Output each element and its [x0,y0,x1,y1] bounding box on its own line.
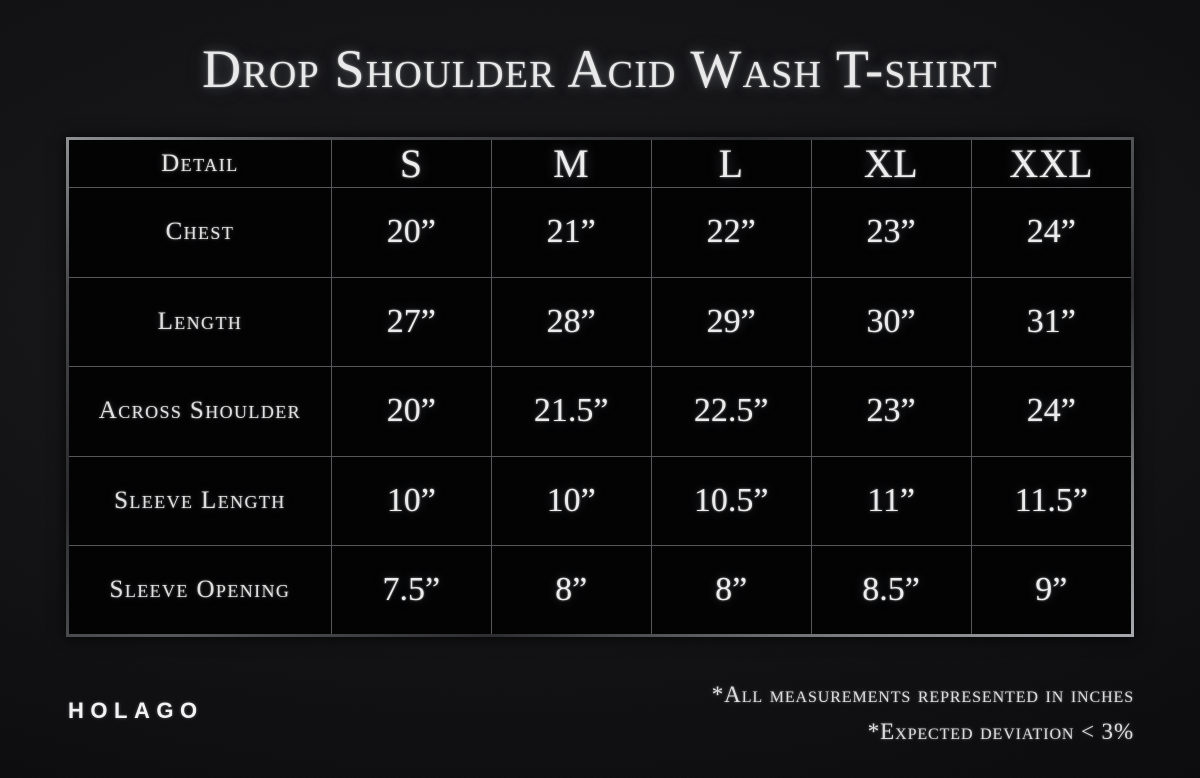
footer-notes: *All measurements represented in inches … [434,676,1134,751]
measurement-cell: 8.5” [810,545,972,634]
size-table: Detail S M L XL XXL Chest 20” 21” 22” 23… [69,140,1131,634]
table-row: Sleeve Length 10” 10” 10.5” 11” 11.5” [69,455,1131,547]
measurement-cell: 29” [650,276,812,368]
table-header-row: Detail S M L XL XXL [69,140,1131,188]
row-label: Across Shoulder [69,366,332,457]
measurement-cell: 30” [810,276,972,368]
row-label: Sleeve Length [69,455,332,547]
measurement-cell: 10” [490,455,652,547]
page-title: Drop Shoulder Acid Wash T-shirt [202,39,998,99]
brand-logo: HOLAGO [68,698,204,723]
row-label: Sleeve Opening [69,545,332,634]
measurement-cell: 21” [490,187,652,278]
measurement-cell: 10.5” [650,455,812,547]
measurement-cell: 23” [810,366,972,457]
measurement-cell: 22.5” [650,366,812,457]
measurement-cell: 11.5” [970,455,1131,547]
table-row: Chest 20” 21” 22” 23” 24” [69,187,1131,278]
measurement-cell: 8” [490,545,652,634]
measurement-cell: 8” [650,545,812,634]
column-header-m: M [490,140,652,188]
column-header-xl: XL [810,140,972,188]
column-header-detail: Detail [69,140,332,188]
table-row: Length 27” 28” 29” 30” 31” [69,276,1131,368]
column-header-l: L [650,140,812,188]
note-deviation: *Expected deviation < 3% [867,719,1134,745]
measurement-cell: 24” [970,366,1131,457]
measurement-cell: 7.5” [330,545,492,634]
measurement-cell: 11” [810,455,972,547]
measurement-cell: 20” [330,187,492,278]
measurement-cell: 27” [330,276,492,368]
measurement-cell: 31” [970,276,1131,368]
row-label: Length [69,276,332,368]
size-table-frame: Detail S M L XL XXL Chest 20” 21” 22” 23… [66,137,1134,637]
measurement-cell: 9” [970,545,1131,634]
measurement-cell: 23” [810,187,972,278]
row-label: Chest [69,187,332,278]
measurement-cell: 28” [490,276,652,368]
column-header-s: S [330,140,492,188]
measurement-cell: 20” [330,366,492,457]
table-row: Across Shoulder 20” 21.5” 22.5” 23” 24” [69,366,1131,457]
table-row: Sleeve Opening 7.5” 8” 8” 8.5” 9” [69,545,1131,634]
column-header-xxl: XXL [970,140,1131,188]
measurement-cell: 24” [970,187,1131,278]
measurement-cell: 22” [650,187,812,278]
measurement-cell: 10” [330,455,492,547]
note-measurements: *All measurements represented in inches [711,682,1134,707]
measurement-cell: 21.5” [490,366,652,457]
